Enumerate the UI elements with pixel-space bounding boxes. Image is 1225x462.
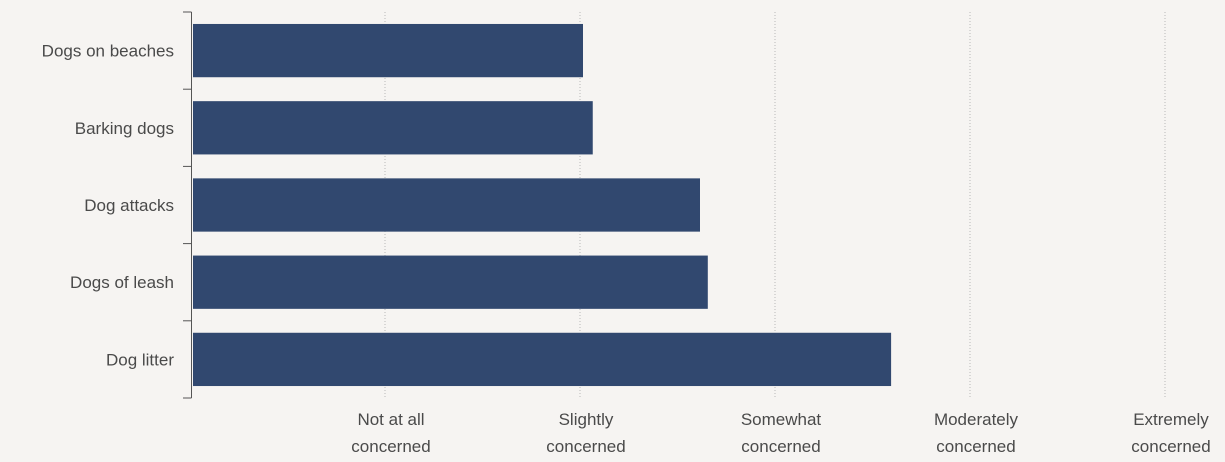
y-tick-label-barking-dogs: Barking dogs [75,119,174,138]
x-tick-label-line: concerned [741,437,820,456]
x-tick-label-line: Not at all [357,410,424,429]
bar-dog-litter [193,332,892,387]
x-tick-label-moderately-concerned: Moderately concerned [934,410,1019,456]
x-tick-label-line: Extremely [1133,410,1209,429]
x-tick-label-line: Somewhat [741,410,822,429]
x-tick-label-line: Slightly [559,410,614,429]
x-tick-label-not-at-all-concerned: Not at all concerned [351,410,430,456]
y-tick-label-dogs-on-beaches: Dogs on beaches [42,42,174,61]
bar-barking-dogs [193,101,593,155]
bar-dog-attacks [193,178,700,232]
bars [193,23,892,387]
bar-dogs-of-leash [193,255,708,309]
y-tick-label-dogs-of-leash: Dogs of leash [70,273,174,292]
bar-dogs-on-beaches [193,23,583,78]
x-tick-label-line: concerned [1131,437,1210,456]
y-axis: Dogs on beaches Barking dogs Dog attacks Do… [42,11,192,399]
x-tick-label-extremely-concerned: Extremely concerned [1131,410,1210,456]
y-tick-label-dog-litter: Dog litter [106,350,174,369]
y-tick-label-dog-attacks: Dog attacks [84,196,174,215]
x-tick-label-line: concerned [936,437,1015,456]
x-tick-label-line: Moderately [934,410,1019,429]
x-tick-label-line: concerned [351,437,430,456]
x-tick-label-line: concerned [546,437,625,456]
x-tick-label-slightly-concerned: Slightly concerned [546,410,625,456]
x-tick-label-somewhat-concerned: Somewhat concerned [741,410,822,456]
